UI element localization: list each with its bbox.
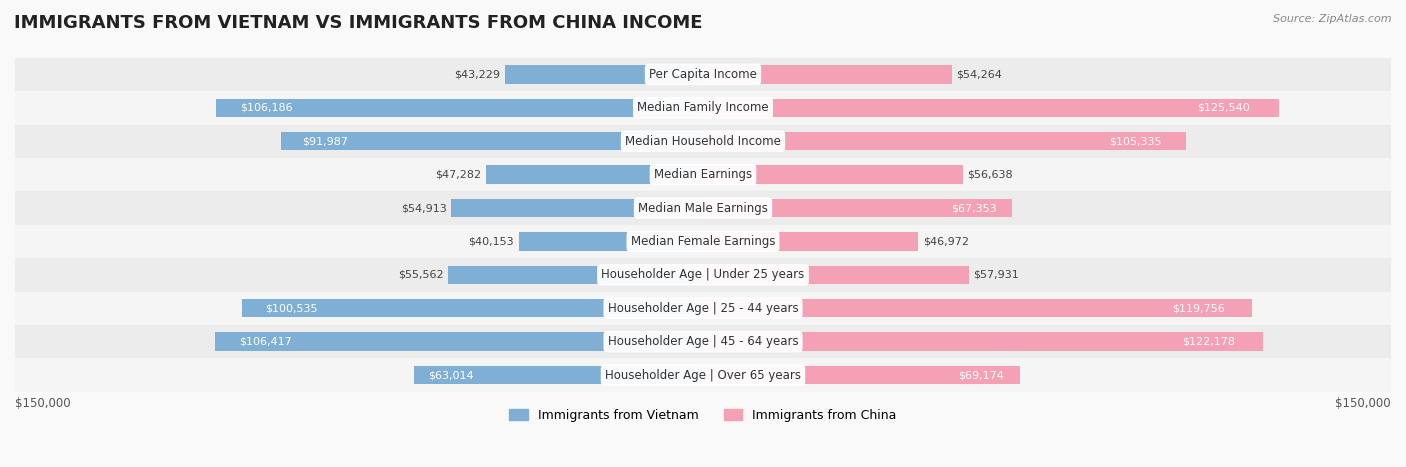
Bar bbox=[217, 99, 703, 117]
Bar bbox=[703, 333, 1264, 351]
Text: $47,282: $47,282 bbox=[436, 170, 481, 180]
Text: $100,535: $100,535 bbox=[264, 303, 318, 313]
Text: $91,987: $91,987 bbox=[302, 136, 349, 146]
Text: Per Capita Income: Per Capita Income bbox=[650, 68, 756, 81]
Text: Householder Age | Under 25 years: Householder Age | Under 25 years bbox=[602, 269, 804, 281]
Bar bbox=[519, 232, 703, 251]
Bar bbox=[703, 199, 1012, 217]
Text: Householder Age | 25 - 44 years: Householder Age | 25 - 44 years bbox=[607, 302, 799, 315]
Text: Householder Age | 45 - 64 years: Householder Age | 45 - 64 years bbox=[607, 335, 799, 348]
Bar bbox=[451, 199, 703, 217]
Text: $54,264: $54,264 bbox=[956, 70, 1002, 79]
Text: $106,417: $106,417 bbox=[239, 337, 292, 347]
Text: $150,000: $150,000 bbox=[1336, 397, 1391, 410]
Text: $46,972: $46,972 bbox=[922, 236, 969, 247]
Legend: Immigrants from Vietnam, Immigrants from China: Immigrants from Vietnam, Immigrants from… bbox=[505, 404, 901, 427]
Bar bbox=[15, 158, 1391, 191]
Bar bbox=[703, 266, 969, 284]
Text: $69,174: $69,174 bbox=[959, 370, 1004, 380]
Bar bbox=[15, 91, 1391, 125]
Text: $106,186: $106,186 bbox=[240, 103, 292, 113]
Bar bbox=[15, 291, 1391, 325]
Bar bbox=[15, 191, 1391, 225]
Bar bbox=[15, 258, 1391, 291]
Text: $125,540: $125,540 bbox=[1198, 103, 1250, 113]
Bar bbox=[281, 132, 703, 150]
Bar bbox=[703, 65, 952, 84]
Text: $55,562: $55,562 bbox=[398, 270, 443, 280]
Text: $122,178: $122,178 bbox=[1182, 337, 1236, 347]
Bar bbox=[703, 299, 1253, 318]
Bar bbox=[505, 65, 703, 84]
Text: $105,335: $105,335 bbox=[1109, 136, 1161, 146]
Bar bbox=[242, 299, 703, 318]
Bar bbox=[703, 232, 918, 251]
Text: Median Male Earnings: Median Male Earnings bbox=[638, 202, 768, 214]
Bar bbox=[703, 99, 1279, 117]
Text: $43,229: $43,229 bbox=[454, 70, 501, 79]
Bar bbox=[15, 58, 1391, 91]
Text: $57,931: $57,931 bbox=[973, 270, 1019, 280]
Text: Median Female Earnings: Median Female Earnings bbox=[631, 235, 775, 248]
Bar bbox=[703, 165, 963, 184]
Bar bbox=[449, 266, 703, 284]
Text: $63,014: $63,014 bbox=[429, 370, 474, 380]
Bar bbox=[486, 165, 703, 184]
Text: Source: ZipAtlas.com: Source: ZipAtlas.com bbox=[1274, 14, 1392, 24]
Text: $56,638: $56,638 bbox=[967, 170, 1012, 180]
Text: $119,756: $119,756 bbox=[1173, 303, 1225, 313]
Bar bbox=[15, 358, 1391, 392]
Bar bbox=[215, 333, 703, 351]
Text: Median Household Income: Median Household Income bbox=[626, 134, 780, 148]
Text: Median Family Income: Median Family Income bbox=[637, 101, 769, 114]
Text: Householder Age | Over 65 years: Householder Age | Over 65 years bbox=[605, 368, 801, 382]
Text: $150,000: $150,000 bbox=[15, 397, 70, 410]
Bar bbox=[15, 125, 1391, 158]
Text: IMMIGRANTS FROM VIETNAM VS IMMIGRANTS FROM CHINA INCOME: IMMIGRANTS FROM VIETNAM VS IMMIGRANTS FR… bbox=[14, 14, 703, 32]
Bar bbox=[413, 366, 703, 384]
Bar bbox=[15, 225, 1391, 258]
Text: $40,153: $40,153 bbox=[468, 236, 515, 247]
Text: $54,913: $54,913 bbox=[401, 203, 447, 213]
Bar bbox=[15, 325, 1391, 358]
Bar bbox=[703, 366, 1021, 384]
Bar bbox=[703, 132, 1187, 150]
Text: $67,353: $67,353 bbox=[950, 203, 997, 213]
Text: Median Earnings: Median Earnings bbox=[654, 168, 752, 181]
